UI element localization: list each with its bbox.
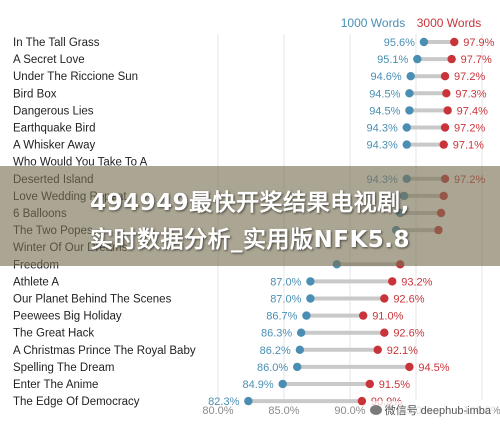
point-1000-words [302, 311, 311, 320]
point-1000-words [278, 379, 287, 389]
legend: 1000 Words 3000 Words [341, 16, 481, 30]
point-1000-words [405, 106, 414, 115]
point-1000-words [413, 54, 422, 64]
data-label-3000-words: 97.2% [454, 71, 485, 83]
data-label-1000-words: 86.3% [261, 328, 292, 340]
point-1000-words [295, 345, 305, 354]
overlay-banner [0, 166, 500, 266]
data-label-1000-words: 95.1% [377, 54, 408, 66]
overlay-title-line-1: 494949最快开奖结果电视剧, [90, 190, 410, 216]
point-1000-words [293, 362, 302, 372]
point-1000-words [296, 328, 306, 337]
data-label-1000-words: 87.0% [270, 276, 301, 288]
data-label-3000-words: 97.7% [461, 54, 492, 66]
data-label-1000-words: 94.3% [367, 123, 398, 135]
category-label: Bird Box [13, 88, 57, 100]
data-label-1000-words: 87.0% [270, 294, 301, 306]
category-label: A Secret Love [13, 54, 85, 66]
data-label-1000-words: 82.3% [208, 396, 239, 408]
data-label-1000-words: 86.2% [260, 345, 291, 357]
data-label-3000-words: 92.6% [393, 294, 424, 306]
point-1000-words [402, 140, 411, 149]
data-label-1000-words: 94.6% [371, 71, 402, 83]
data-label-3000-words: 97.2% [454, 123, 485, 135]
point-3000-words [380, 294, 389, 303]
point-3000-words [388, 277, 397, 286]
data-label-3000-words: 97.1% [453, 140, 484, 152]
point-3000-words [405, 362, 414, 372]
category-label: Peewees Big Holiday [13, 311, 122, 323]
wechat-icon [369, 405, 382, 415]
point-3000-words [439, 140, 448, 149]
category-label: Earthquake Bird [13, 123, 95, 135]
point-3000-words [373, 345, 382, 354]
data-label-3000-words: 94.5% [418, 362, 449, 374]
x-tick-label: 85.0% [268, 405, 299, 417]
point-3000-words [442, 89, 451, 98]
data-label-3000-words: 97.3% [455, 88, 486, 100]
data-label-1000-words: 86.0% [257, 362, 288, 374]
data-label-3000-words: 91.0% [372, 311, 403, 323]
data-label-1000-words: 84.9% [242, 379, 273, 391]
category-label: The Edge Of Democracy [13, 396, 140, 408]
point-1000-words [406, 72, 415, 81]
category-label: Athlete A [13, 276, 59, 288]
watermark-text: 微信号 deephub-imba [384, 405, 491, 417]
point-3000-words [440, 123, 450, 132]
data-label-3000-words: 97.9% [463, 37, 494, 49]
point-1000-words [419, 37, 429, 47]
point-1000-words [306, 277, 315, 286]
legend-3000-words: 3000 Words [417, 16, 481, 30]
point-3000-words [357, 396, 367, 406]
point-3000-words [443, 106, 452, 115]
category-label: Spelling The Dream [13, 362, 114, 374]
data-label-3000-words: 92.1% [387, 345, 418, 357]
data-label-1000-words: 94.3% [367, 140, 398, 152]
point-3000-words [450, 37, 459, 47]
data-label-3000-words: 91.5% [379, 379, 410, 391]
data-label-3000-words: 92.6% [393, 328, 424, 340]
point-3000-words [380, 328, 389, 337]
category-label: Dangerous Lies [13, 105, 94, 117]
data-label-1000-words: 86.7% [266, 311, 297, 323]
point-1000-words [244, 396, 253, 406]
point-3000-words [365, 379, 374, 389]
category-label: Enter The Anime [13, 379, 98, 391]
point-3000-words [447, 54, 456, 64]
overlay-title-line-2: 实时数据分析_实用版NFK5.8 [89, 227, 411, 253]
category-label: A Whisker Away [13, 140, 95, 152]
point-1000-words [405, 89, 414, 98]
category-label: Who Would You Take To A [13, 157, 148, 169]
data-label-3000-words: 97.4% [457, 105, 488, 117]
category-label: The Great Hack [13, 328, 94, 340]
data-label-1000-words: 94.5% [369, 105, 400, 117]
watermark: 微信号 deephub-imba [366, 401, 494, 419]
category-label: Our Planet Behind The Scenes [13, 294, 172, 306]
point-1000-words [306, 294, 315, 303]
x-tick-label: 80.0% [202, 405, 233, 417]
category-label: A Christmas Prince The Royal Baby [13, 345, 196, 357]
data-label-1000-words: 94.5% [369, 88, 400, 100]
data-label-3000-words: 93.2% [401, 276, 432, 288]
x-tick-label: 90.0% [334, 405, 365, 417]
point-3000-words [440, 72, 450, 81]
category-label: In The Tall Grass [13, 37, 100, 49]
legend-1000-words: 1000 Words [341, 16, 405, 30]
data-label-1000-words: 95.6% [384, 37, 415, 49]
point-3000-words [359, 311, 368, 320]
category-label: Under The Riccione Sun [13, 71, 138, 83]
point-1000-words [402, 123, 411, 132]
